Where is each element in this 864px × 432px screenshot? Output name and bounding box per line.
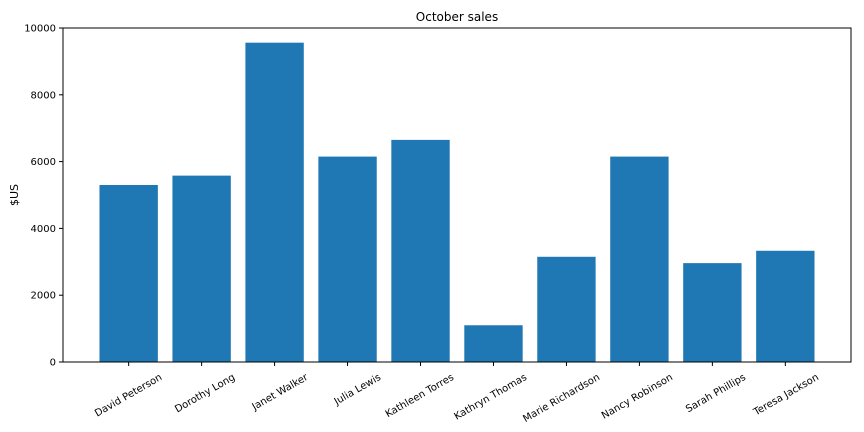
x-tick-label-2: Janet Walker: [250, 372, 311, 414]
bar-8: [683, 263, 742, 362]
bar-9: [756, 250, 815, 362]
y-axis-label: $US: [8, 184, 21, 206]
bars-group: [99, 42, 815, 363]
bar-4: [391, 139, 450, 362]
bar-2: [245, 42, 304, 363]
bar-0: [99, 184, 158, 362]
x-tick-label-7: Nancy Robinson: [600, 372, 675, 422]
y-tick-label-1: 2000: [31, 291, 56, 302]
bar-5: [464, 325, 523, 362]
bar-7: [610, 156, 669, 362]
bar-3: [318, 156, 377, 362]
x-tick-label-5: Kathryn Thomas: [452, 372, 528, 423]
x-tick-label-9: Teresa Jackson: [751, 372, 821, 419]
y-tick-label-5: 10000: [24, 24, 56, 35]
x-axis: David Peterson Dorothy Long Janet Walker Ju…: [93, 362, 821, 425]
bar-1: [172, 175, 231, 362]
x-tick-label-3: Julia Lewis: [332, 372, 383, 408]
x-tick-label-0: David Peterson: [93, 372, 164, 419]
y-axis: 0 2000 4000 6000 8000 10000: [24, 24, 63, 369]
x-tick-label-6: Marie Richardson: [521, 372, 602, 425]
plot-frame: [62, 27, 852, 363]
y-tick-label-3: 6000: [31, 157, 56, 168]
y-tick-label-0: 0: [50, 358, 56, 369]
y-tick-label-4: 8000: [31, 90, 56, 101]
x-tick-label-1: Dorothy Long: [173, 372, 237, 415]
x-tick-label-4: Kathleen Torres: [384, 372, 456, 420]
chart-title: October sales: [416, 10, 498, 24]
y-tick-label-2: 4000: [31, 224, 56, 235]
x-tick-label-8: Sarah Phillips: [684, 372, 748, 415]
bar-6: [537, 256, 596, 362]
